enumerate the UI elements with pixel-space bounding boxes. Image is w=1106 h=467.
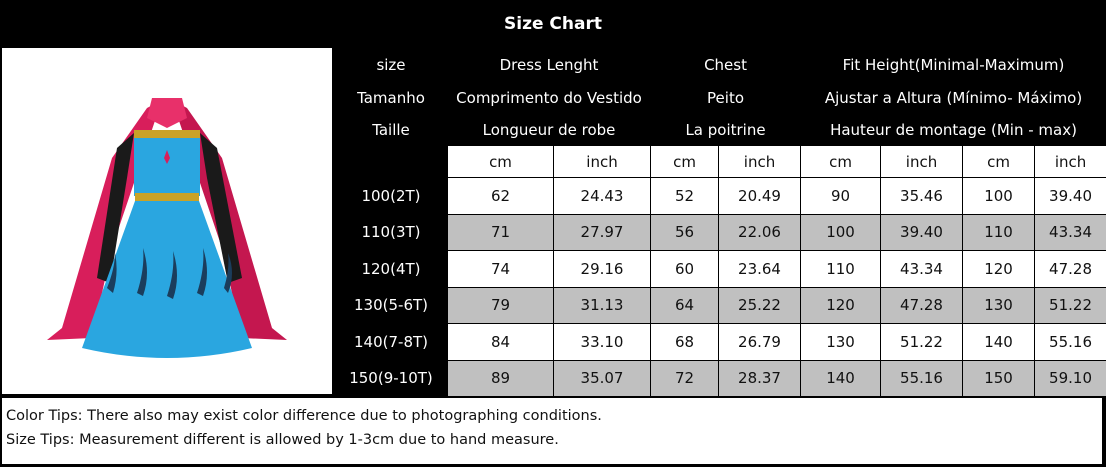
header-size-fr: Taille [334, 113, 448, 146]
size-chart-table: size Dress Lenght Chest Fit Height(Minim… [334, 47, 1106, 397]
measurement-cell: 51.22 [1034, 286, 1106, 324]
header-chest-fr: La poitrine [650, 113, 802, 146]
header-fit-height-pt: Ajustar a Altura (Mínimo- Máximo) [800, 81, 1106, 114]
header-size: size [334, 47, 448, 82]
measurement-cell: 110 [962, 213, 1036, 251]
dress-illustration [47, 98, 287, 358]
unit-cell: cm [447, 145, 554, 178]
header-dress-length: Dress Lenght [446, 47, 652, 82]
measurement-cell: 90 [800, 177, 882, 215]
measurement-cell: 24.43 [552, 177, 652, 215]
header-size-pt: Tamanho [334, 81, 448, 114]
size-label: 110(3T) [334, 213, 448, 251]
unit-row-blank [334, 145, 448, 178]
header-dress-length-pt: Comprimento do Vestido [446, 81, 652, 114]
measurement-cell: 60 [650, 250, 720, 288]
header-row-english: size Dress Lenght Chest Fit Height(Minim… [334, 47, 1106, 82]
measurement-cell: 35.46 [880, 177, 964, 215]
measurement-cell: 55.16 [880, 359, 964, 397]
measurement-cell: 68 [650, 323, 720, 361]
table-row: 150(9-10T) 89 35.07 72 28.37 140 55.16 150 59.10 [334, 359, 1106, 397]
measurement-cell: 47.28 [1034, 250, 1106, 288]
table-row: 140(7-8T) 84 33.10 68 26.79 130 51.22 140 55.16 [334, 323, 1106, 361]
table-row: 130(5-6T) 79 31.13 64 25.22 120 47.28 130 51.22 [334, 286, 1106, 324]
unit-row: cm inch cm inch cm inch cm inch [334, 145, 1106, 178]
size-label: 140(7-8T) [334, 323, 448, 361]
size-tip: Size Tips: Measurement different is allo… [6, 432, 559, 448]
measurement-cell: 84 [447, 323, 554, 361]
header-row-french: Taille Longueur de robe La poitrine Haut… [334, 113, 1106, 146]
measurement-cell: 33.10 [552, 323, 652, 361]
measurement-cell: 89 [447, 359, 554, 397]
header-chest: Chest [650, 47, 802, 82]
size-label: 100(2T) [334, 177, 448, 215]
measurement-cell: 28.37 [718, 359, 802, 397]
unit-cell: cm [650, 145, 720, 178]
measurement-cell: 74 [447, 250, 554, 288]
measurement-cell: 100 [800, 213, 882, 251]
measurement-cell: 25.22 [718, 286, 802, 324]
measurement-cell: 130 [800, 323, 882, 361]
dress-product-image [2, 48, 332, 394]
measurement-cell: 29.16 [552, 250, 652, 288]
tips-section: Color Tips: There also may exist color d… [2, 398, 1102, 464]
size-chart-title: Size Chart [504, 13, 602, 34]
table-row: 100(2T) 62 24.43 52 20.49 90 35.46 100 39.40 [334, 177, 1106, 215]
measurement-cell: 59.10 [1034, 359, 1106, 397]
size-label: 150(9-10T) [334, 359, 448, 397]
measurement-cell: 39.40 [880, 213, 964, 251]
measurement-cell: 71 [447, 213, 554, 251]
measurement-cell: 47.28 [880, 286, 964, 324]
measurement-cell: 100 [962, 177, 1036, 215]
measurement-cell: 120 [800, 286, 882, 324]
unit-cell: cm [800, 145, 882, 178]
measurement-cell: 43.34 [1034, 213, 1106, 251]
table-row: 110(3T) 71 27.97 56 22.06 100 39.40 110 43.34 [334, 213, 1106, 251]
unit-cell: cm [962, 145, 1036, 178]
measurement-cell: 120 [962, 250, 1036, 288]
measurement-cell: 26.79 [718, 323, 802, 361]
unit-cell: inch [1034, 145, 1106, 178]
unit-cell: inch [880, 145, 964, 178]
color-tip: Color Tips: There also may exist color d… [6, 408, 602, 424]
measurement-cell: 51.22 [880, 323, 964, 361]
measurement-cell: 23.64 [718, 250, 802, 288]
measurement-cell: 35.07 [552, 359, 652, 397]
size-label: 130(5-6T) [334, 286, 448, 324]
unit-cell: inch [718, 145, 802, 178]
measurement-cell: 56 [650, 213, 720, 251]
measurement-cell: 22.06 [718, 213, 802, 251]
measurement-cell: 52 [650, 177, 720, 215]
size-label: 120(4T) [334, 250, 448, 288]
measurement-cell: 140 [800, 359, 882, 397]
measurement-cell: 79 [447, 286, 554, 324]
measurement-cell: 140 [962, 323, 1036, 361]
measurement-cell: 150 [962, 359, 1036, 397]
header-dress-length-fr: Longueur de robe [446, 113, 652, 146]
header-chest-pt: Peito [650, 81, 802, 114]
measurement-cell: 110 [800, 250, 882, 288]
measurement-cell: 27.97 [552, 213, 652, 251]
table-row: 120(4T) 74 29.16 60 23.64 110 43.34 120 47.28 [334, 250, 1106, 288]
measurement-cell: 64 [650, 286, 720, 324]
measurement-cell: 39.40 [1034, 177, 1106, 215]
header-fit-height-fr: Hauteur de montage (Min - max) [800, 113, 1106, 146]
header-fit-height: Fit Height(Minimal-Maximum) [800, 47, 1106, 82]
measurement-cell: 55.16 [1034, 323, 1106, 361]
measurement-cell: 20.49 [718, 177, 802, 215]
measurement-cell: 43.34 [880, 250, 964, 288]
measurement-cell: 62 [447, 177, 554, 215]
measurement-cell: 72 [650, 359, 720, 397]
measurement-cell: 130 [962, 286, 1036, 324]
measurement-cell: 31.13 [552, 286, 652, 324]
unit-cell: inch [552, 145, 652, 178]
header-row-portuguese: Tamanho Comprimento do Vestido Peito Aju… [334, 81, 1106, 114]
